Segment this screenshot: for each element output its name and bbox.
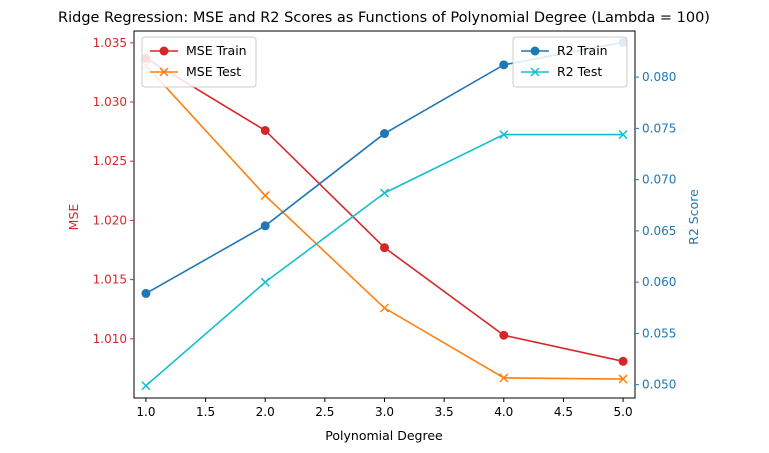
series-1-point-4 [618,374,628,384]
x-tick-label: 2.5 [315,405,334,419]
y-right-axis-label: R2 Score [686,189,701,245]
chart-title: Ridge Regression: MSE and R2 Scores as F… [58,10,710,26]
y-left-tick-label: 1.010 [93,332,127,346]
series-2-point-2 [380,129,389,139]
x-tick-label: 5.0 [614,405,633,419]
series-2-point-3 [499,60,509,70]
series-2-point-1 [260,221,270,231]
series-1-point-1 [260,191,270,201]
legend-marker [530,67,540,77]
series-0-point-3 [499,330,509,340]
series-1-point-2 [379,303,390,313]
legend-right [512,36,628,88]
x-tick-label: 1.5 [196,405,215,419]
y-right-tick-label: 0.060 [642,275,676,289]
series-3-point-4 [618,130,628,140]
y-right-tick-label: 0.055 [642,326,676,340]
series-2-point-0 [141,288,151,298]
series-3-point-2 [379,188,390,198]
y-right-tick-label: 0.075 [642,121,676,135]
x-tick-label: 1.0 [136,405,155,419]
y-right-tick-label: 0.065 [642,224,676,238]
plot-area: 1.0 1.5 2.0 2.5 3.0 3.5 4.0 4.5 5.0 1.010 1.015 1.0… [93,30,676,419]
series-0-point-2 [380,243,389,253]
legend-label: R2 Test [557,64,602,79]
series-0-point-4 [618,356,628,366]
legend-marker [530,46,540,56]
legend-marker [159,46,169,56]
y-left-tick-label: 1.025 [93,154,127,168]
series-line-3 [145,133,624,387]
series-3-point-0 [141,381,151,391]
y-left-tick-label: 1.035 [93,36,127,50]
x-tick-label: 4.5 [554,405,573,419]
series-line-0 [145,57,624,363]
series-3-point-3 [499,130,509,140]
x-tick-label: 3.5 [435,405,454,419]
y-left-tick-label: 1.020 [93,213,127,227]
legend-left [141,36,257,88]
y-left-axis-label: MSE [66,204,81,231]
x-tick-label: 2.0 [256,405,275,419]
x-axis-label: Polynomial Degree [325,428,443,443]
series-1-point-3 [499,373,509,383]
legend-label: MSE Train [186,43,247,58]
x-tick-label: 4.0 [494,405,513,419]
legend-label: R2 Train [557,43,608,58]
y-left-tick-label: 1.015 [93,273,127,287]
y-left-tick-label: 1.030 [93,95,127,109]
y-right-tick-label: 0.050 [642,378,676,392]
y-right-tick-label: 0.080 [642,70,676,84]
legend-label: MSE Test [186,64,241,79]
series-3-point-1 [260,277,270,287]
series-0-point-1 [260,125,270,135]
legend-marker [159,67,169,77]
y-right-tick-label: 0.070 [642,173,676,187]
x-tick-label: 3.0 [375,405,394,419]
series-line-1 [145,64,624,380]
